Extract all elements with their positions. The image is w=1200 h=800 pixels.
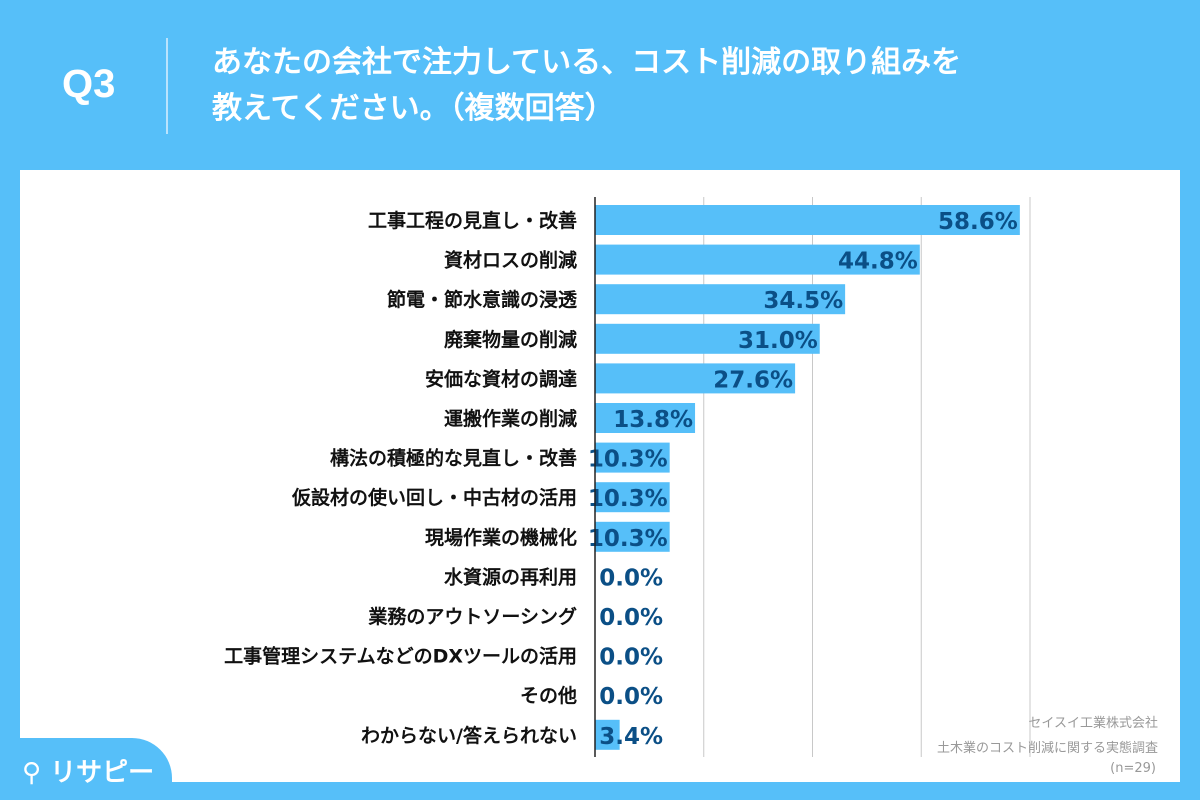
value-label: 31.0% xyxy=(738,328,818,354)
bar xyxy=(595,482,670,513)
title-line-1: あなたの会社で注力している、コスト削減の取り組みを xyxy=(212,45,962,80)
category-label: その他 xyxy=(520,684,577,707)
pin-icon: ⚲ xyxy=(22,758,42,788)
bar xyxy=(595,244,920,275)
value-label: 0.0% xyxy=(599,605,663,631)
category-label: 仮設材の使い回し・中古材の活用 xyxy=(291,486,577,509)
value-label: 0.0% xyxy=(599,565,663,591)
category-label: 資材ロスの削減 xyxy=(444,249,577,272)
value-label: 44.8% xyxy=(838,249,918,275)
value-label: 0.0% xyxy=(599,684,663,710)
category-label: 工事工程の見直し・改善 xyxy=(368,209,577,232)
bar xyxy=(595,719,620,750)
bar xyxy=(595,323,820,354)
category-label: 節電・節水意識の浸透 xyxy=(387,288,578,311)
bar xyxy=(595,442,670,473)
bar xyxy=(595,284,846,315)
source-company: セイスイ工業株式会社 xyxy=(1028,716,1158,731)
logo-text: リサピー xyxy=(50,758,155,788)
category-label: 廃棄物量の削減 xyxy=(444,328,577,351)
category-label: わからない/答えられない xyxy=(361,724,577,747)
brand-logo: ⚲ リサピー xyxy=(0,738,172,800)
bar xyxy=(595,403,696,433)
header-divider xyxy=(166,38,168,134)
value-label: 34.5% xyxy=(763,288,843,314)
title-line-2: 教えてください。（複数回答） xyxy=(212,91,615,126)
category-label: 水資源の再利用 xyxy=(444,565,577,588)
question-number: Q3 xyxy=(62,62,116,106)
category-label: 構法の積極的な見直し・改善 xyxy=(330,447,577,470)
category-label: 現場作業の機械化 xyxy=(425,526,577,549)
page-title: あなたの会社で注力している、コスト削減の取り組みを 教えてください。（複数回答） xyxy=(212,40,1172,132)
value-label: 10.3% xyxy=(588,447,668,473)
value-label: 13.8% xyxy=(613,407,693,433)
bar xyxy=(595,205,1020,235)
category-label: 工事管理システムなどのDXツールの活用 xyxy=(224,645,577,668)
value-label: 10.3% xyxy=(588,526,668,552)
category-label: 業務のアウトソーシング xyxy=(367,605,577,628)
bar xyxy=(595,363,796,394)
value-label: 3.4% xyxy=(599,724,663,750)
sample-size: (n=29) xyxy=(1110,761,1156,776)
source-survey: 土木業のコスト削減に関する実態調査 xyxy=(936,741,1158,756)
value-label: 58.6% xyxy=(938,209,1018,235)
value-label: 27.6% xyxy=(713,367,793,393)
value-label: 0.0% xyxy=(599,645,663,671)
bar xyxy=(595,521,670,552)
value-label: 10.3% xyxy=(588,486,668,512)
category-label: 運搬作業の削減 xyxy=(444,407,577,430)
category-label: 安価な資材の調達 xyxy=(425,367,577,390)
